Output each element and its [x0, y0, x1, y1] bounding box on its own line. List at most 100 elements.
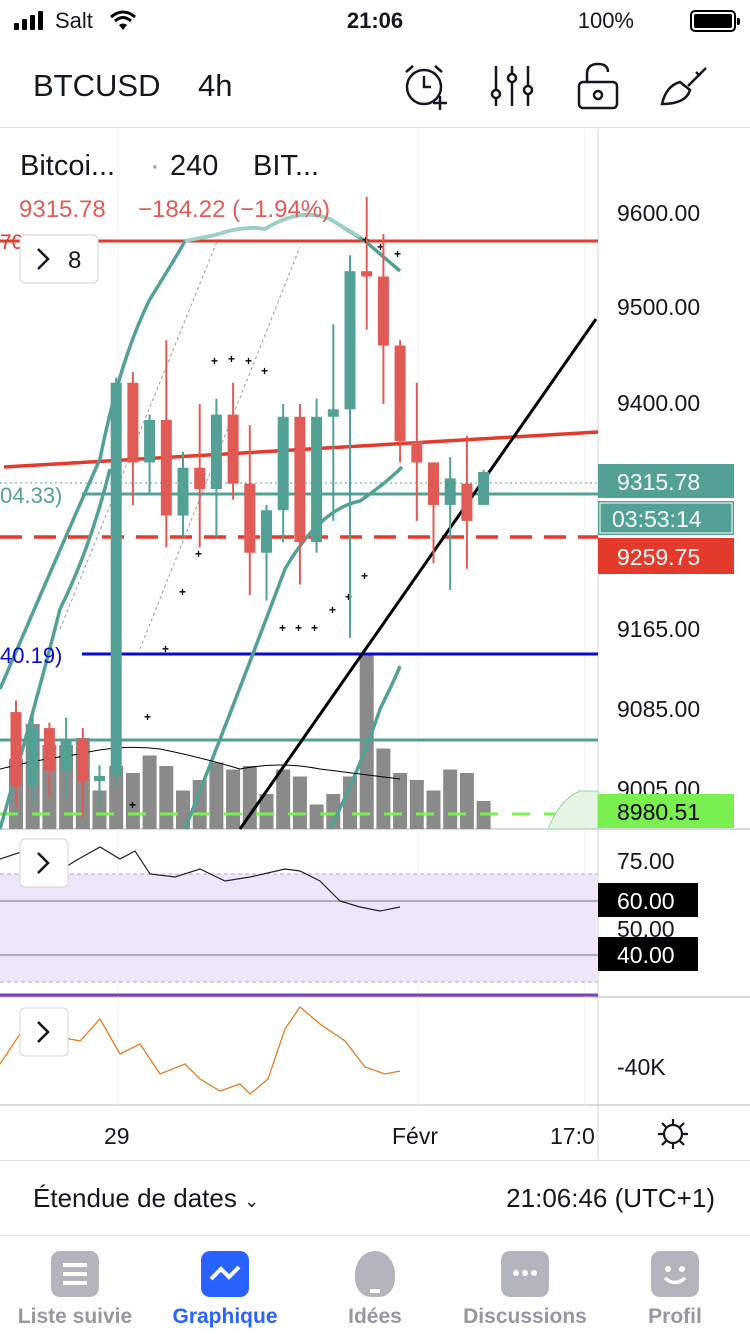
tab-discussions[interactable]: Discussions — [450, 1251, 600, 1329]
bulb-icon — [355, 1251, 395, 1297]
sar-dot: + — [394, 247, 401, 261]
tab-ideas[interactable]: Idées — [300, 1251, 450, 1329]
legend-change: −184.22 (−1.94%) — [138, 196, 330, 223]
symbol-button[interactable]: BTCUSD — [33, 68, 161, 103]
chart-area[interactable]: + + + + + + + + + + + + + + + + + + 9600.00 9500.00 9400.… — [0, 129, 750, 1159]
volume-bar — [159, 766, 174, 829]
rsi-60-label: 60.00 — [617, 888, 675, 914]
date-range-bar: Étendue de dates ⌄ 21:06:46 (UTC+1) — [0, 1160, 750, 1236]
volume-bar — [92, 790, 107, 829]
rsi-tick: 75.00 — [617, 848, 675, 874]
price-tick: 9400.00 — [617, 390, 700, 416]
volume-bar — [343, 776, 357, 829]
green-level-label: 8980.51 — [617, 799, 700, 825]
rsi-band — [0, 874, 598, 982]
left-label-blue: 40.19) — [0, 643, 62, 668]
candlesticks — [10, 196, 490, 819]
countdown-label: 03:53:14 — [612, 506, 702, 532]
sar-dot: + — [345, 590, 352, 604]
candle-body — [127, 382, 139, 463]
candle-body — [361, 271, 373, 277]
candle-body — [210, 414, 222, 489]
sar-dot: + — [195, 547, 202, 561]
sar-dot: + — [295, 621, 302, 635]
sar-dot: + — [361, 569, 368, 583]
price-tick: 9165.00 — [617, 616, 700, 642]
tab-chart[interactable]: Graphique — [150, 1251, 300, 1329]
sar-dot: + — [377, 240, 384, 254]
candle-body — [411, 441, 423, 463]
sar-dot: + — [179, 585, 186, 599]
left-label-red: 70 — [0, 231, 23, 254]
candle-body — [461, 483, 473, 521]
price-tick: 9600.00 — [617, 200, 700, 226]
candle-body — [444, 478, 456, 505]
candle-body — [77, 738, 89, 782]
rsi-expand-button[interactable] — [19, 838, 69, 888]
price-chart[interactable]: + + + + + + + + + + + + + + + + + + 9600.00 9500.00 9400.… — [0, 129, 750, 1159]
tab-label: Graphique — [172, 1305, 278, 1328]
sar-dot: + — [362, 233, 369, 247]
tab-label: Liste suivie — [17, 1305, 133, 1328]
legend-exchange: BIT... — [253, 150, 319, 182]
volume-bar — [242, 766, 257, 829]
battery-icon — [690, 10, 740, 32]
volume-bar — [192, 780, 207, 829]
rsi-40-label: 40.00 — [617, 942, 675, 968]
lock-icon[interactable] — [572, 60, 624, 112]
candle-body — [10, 712, 22, 787]
candle-body — [160, 419, 172, 516]
date-range-label: Étendue de dates — [33, 1183, 237, 1213]
sar-dot: + — [279, 621, 286, 635]
sar-dot: + — [211, 354, 218, 368]
status-bar: Salt 21:06 100% — [0, 0, 750, 44]
parabolic-sar-dots: + + + + + + + + + + + + + + + + + + — [129, 233, 401, 812]
rsi-60-badge — [598, 883, 698, 917]
timezone-clock[interactable]: 21:06:46 (UTC+1) — [506, 1183, 715, 1213]
date-range-button[interactable]: Étendue de dates ⌄ — [33, 1183, 259, 1214]
legend-title: Bitcoi... — [20, 150, 115, 182]
chart-icon — [201, 1251, 249, 1297]
candle-body — [244, 483, 256, 553]
tab-label: Idées — [348, 1305, 402, 1328]
sar-dot: + — [129, 798, 136, 812]
time-tick: Févr — [392, 1123, 438, 1149]
price-tick: 9500.00 — [617, 294, 700, 320]
sar-dot: + — [228, 352, 235, 366]
volume-bar — [393, 773, 408, 829]
candle-body — [327, 409, 339, 417]
volume-bar — [326, 794, 341, 829]
legend-price: 9315.78 — [19, 196, 106, 223]
legend-dot: · — [150, 150, 160, 182]
list-icon — [51, 1251, 99, 1297]
candle-body — [394, 345, 406, 442]
smile-icon — [651, 1251, 699, 1297]
candle-body — [428, 462, 439, 505]
sar-dot: + — [162, 642, 169, 656]
price-tick: 9085.00 — [617, 696, 700, 722]
volume-bar — [276, 769, 291, 829]
candle-body — [344, 271, 356, 410]
candle-body — [94, 775, 105, 782]
rsi-40-badge — [598, 937, 698, 971]
gear-icon[interactable] — [658, 1119, 688, 1149]
interval-button[interactable]: 4h — [198, 68, 233, 103]
drawing-icon[interactable] — [658, 60, 710, 112]
volume-bar — [176, 790, 190, 829]
tab-profile[interactable]: Profil — [600, 1251, 750, 1329]
indicators-icon[interactable] — [486, 60, 538, 112]
volume-bar — [226, 769, 241, 829]
sar-dot: + — [329, 603, 336, 617]
legend-interval: 240 — [170, 150, 218, 182]
candle-body — [60, 738, 72, 771]
osc-tick: -40K — [617, 1054, 666, 1080]
time-tick: 29 — [104, 1123, 130, 1149]
oscillator-expand-button[interactable] — [19, 1007, 69, 1057]
indicators-expand-button[interactable]: 8 — [19, 234, 99, 284]
alarm-add-icon[interactable] — [400, 60, 452, 112]
candle-body — [311, 416, 323, 543]
candle-body — [377, 276, 389, 346]
sar-dot: + — [261, 364, 268, 378]
chat-icon — [501, 1251, 549, 1297]
tab-watchlist[interactable]: Liste suivie — [0, 1251, 150, 1329]
